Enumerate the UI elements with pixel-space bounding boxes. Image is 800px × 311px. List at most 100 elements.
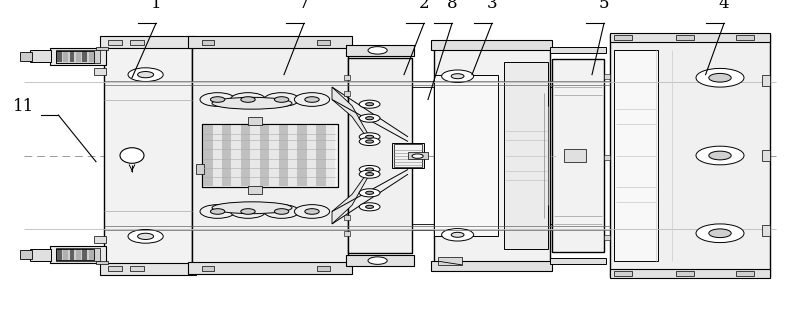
Circle shape <box>359 137 380 146</box>
Bar <box>614 50 658 261</box>
Bar <box>270 125 278 186</box>
Bar <box>76 249 81 260</box>
Circle shape <box>359 165 380 174</box>
Bar <box>348 58 412 253</box>
Bar <box>326 125 335 186</box>
Bar <box>130 40 144 45</box>
Bar <box>100 263 196 275</box>
Bar <box>317 40 330 45</box>
Circle shape <box>366 173 374 176</box>
Bar <box>408 152 428 159</box>
Circle shape <box>368 47 387 54</box>
Circle shape <box>366 140 374 143</box>
Text: 8: 8 <box>446 0 458 12</box>
Bar <box>736 271 754 276</box>
Circle shape <box>359 100 380 108</box>
Circle shape <box>241 97 255 102</box>
Bar <box>108 266 122 271</box>
Bar <box>550 258 606 264</box>
Bar <box>438 257 462 265</box>
Bar <box>676 35 694 40</box>
Text: 1: 1 <box>150 0 162 12</box>
Bar <box>50 48 106 65</box>
Bar <box>104 81 584 87</box>
Bar <box>30 249 51 261</box>
Bar <box>736 35 754 40</box>
Circle shape <box>274 97 289 102</box>
Bar <box>89 249 94 260</box>
Bar <box>188 36 352 48</box>
Bar <box>564 149 586 162</box>
Bar <box>63 51 68 62</box>
Bar <box>94 236 106 243</box>
Bar <box>104 44 192 267</box>
Circle shape <box>274 209 289 214</box>
Bar <box>213 125 222 186</box>
Ellipse shape <box>212 202 292 214</box>
Circle shape <box>359 133 380 141</box>
Ellipse shape <box>120 148 144 163</box>
Circle shape <box>442 70 474 82</box>
Bar <box>63 249 68 260</box>
Bar <box>344 231 350 236</box>
Polygon shape <box>332 169 370 224</box>
Circle shape <box>294 205 330 218</box>
Circle shape <box>241 209 255 214</box>
Bar <box>260 125 270 186</box>
Bar <box>30 50 51 62</box>
Bar <box>614 271 632 276</box>
Bar <box>192 45 348 266</box>
Bar <box>550 47 606 53</box>
Bar <box>434 46 550 265</box>
Circle shape <box>709 151 731 160</box>
Bar <box>604 74 610 79</box>
Circle shape <box>230 93 266 106</box>
Bar <box>56 50 100 63</box>
Circle shape <box>366 117 374 120</box>
Bar <box>50 246 106 263</box>
Bar <box>202 124 338 187</box>
Circle shape <box>264 205 299 218</box>
Circle shape <box>305 209 319 214</box>
Circle shape <box>230 205 266 218</box>
Bar <box>82 249 87 260</box>
Bar <box>316 125 326 186</box>
Circle shape <box>451 232 464 237</box>
Bar <box>248 117 262 125</box>
Text: 11: 11 <box>14 98 34 115</box>
Bar <box>231 125 241 186</box>
Bar <box>104 224 584 230</box>
Circle shape <box>709 229 731 238</box>
Text: 5: 5 <box>598 0 610 12</box>
Bar <box>188 262 352 274</box>
Bar <box>344 215 350 220</box>
Bar <box>56 249 94 260</box>
Circle shape <box>366 135 374 138</box>
Bar <box>610 34 770 277</box>
Circle shape <box>366 205 374 208</box>
Circle shape <box>138 233 154 239</box>
Bar <box>278 125 288 186</box>
Bar <box>610 33 770 42</box>
Circle shape <box>366 103 374 106</box>
Bar <box>196 164 204 174</box>
Circle shape <box>442 229 474 241</box>
Ellipse shape <box>212 97 292 109</box>
Bar <box>76 51 81 62</box>
Circle shape <box>210 97 225 102</box>
Bar <box>222 125 231 186</box>
Circle shape <box>412 154 423 158</box>
Bar <box>248 186 262 194</box>
Bar <box>202 40 214 45</box>
Text: 2: 2 <box>418 0 430 12</box>
Bar <box>604 155 610 160</box>
Bar <box>202 124 338 187</box>
Bar <box>610 269 770 278</box>
Bar <box>614 35 632 40</box>
Circle shape <box>128 68 163 81</box>
Bar <box>762 75 770 86</box>
Circle shape <box>696 146 744 165</box>
Text: 7: 7 <box>298 0 310 12</box>
Circle shape <box>264 93 299 106</box>
Bar <box>552 59 604 252</box>
